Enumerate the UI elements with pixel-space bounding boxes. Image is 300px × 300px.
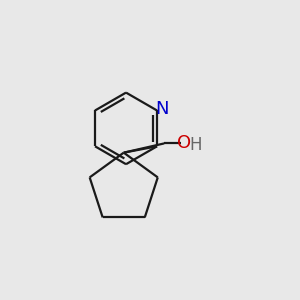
- Text: H: H: [190, 136, 202, 154]
- Text: O: O: [177, 134, 191, 152]
- Text: N: N: [155, 100, 169, 118]
